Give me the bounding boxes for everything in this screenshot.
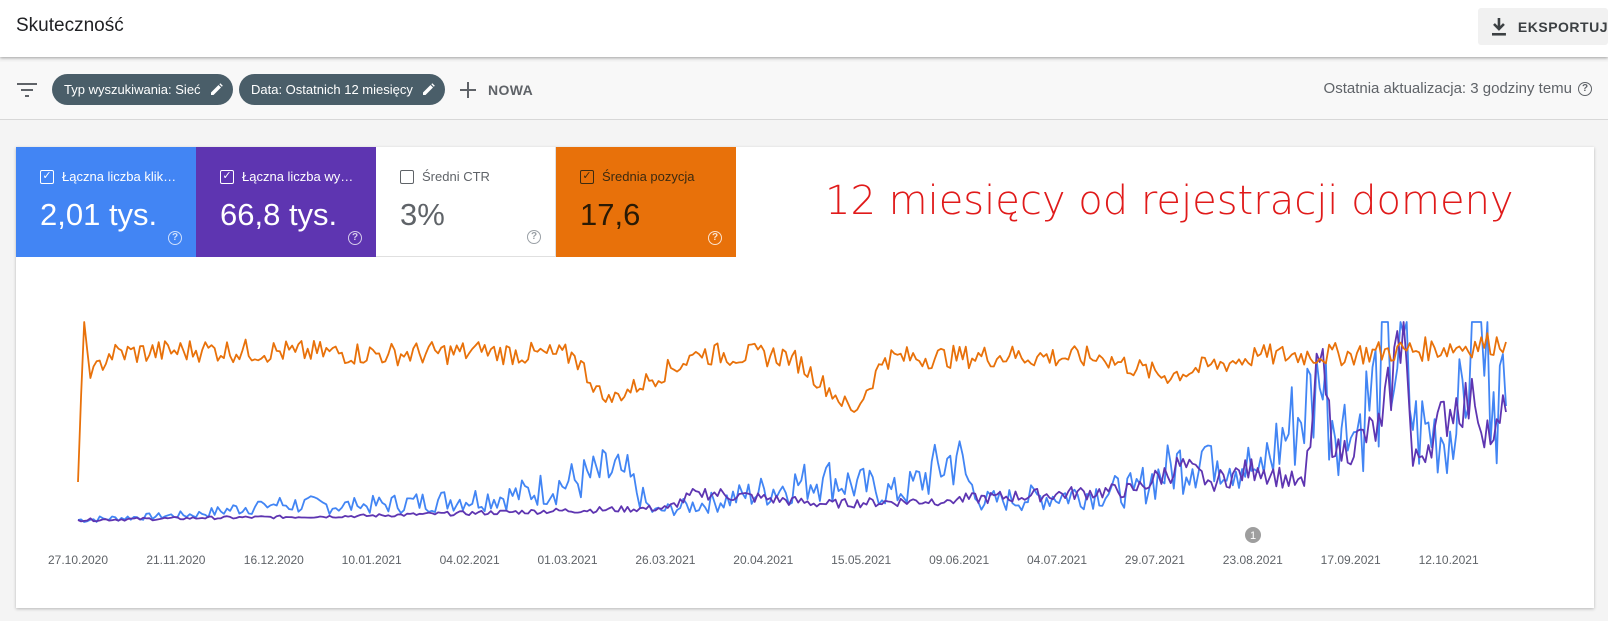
download-icon <box>1491 17 1506 36</box>
x-tick-label: 01.03.2021 <box>537 553 597 567</box>
help-icon[interactable]: ? <box>348 231 362 245</box>
metric-label: Średnia pozycja <box>602 169 695 184</box>
x-tick-label: 09.06.2021 <box>929 553 989 567</box>
filter-chip-date[interactable]: Data: Ostatnich 12 miesięcy <box>239 74 445 105</box>
filter-bar: Typ wyszukiwania: Sieć Data: Ostatnich 1… <box>0 62 1608 120</box>
x-tick-label: 23.08.2021 <box>1223 553 1283 567</box>
metric-label: Średni CTR <box>422 169 490 184</box>
checkbox-checked-icon: ✓ <box>40 169 54 184</box>
help-icon[interactable]: ? <box>708 231 722 245</box>
x-tick-label: 29.07.2021 <box>1125 553 1185 567</box>
x-tick-label: 15.05.2021 <box>831 553 891 567</box>
x-tick-label: 17.09.2021 <box>1321 553 1381 567</box>
performance-chart-card: ✓ Łączna liczba klik… 2,01 tys. ? ✓ Łącz… <box>16 147 1594 608</box>
chip-label: Data: Ostatnich 12 miesięcy <box>251 82 413 97</box>
metric-value: 3% <box>400 197 445 232</box>
performance-line-chart: 27.10.2020 21.11.2020 16.12.2020 10.01.2021… <box>48 321 1507 567</box>
plus-icon <box>460 82 476 98</box>
x-tick-label: 16.12.2020 <box>244 553 304 567</box>
x-tick-label: 27.10.2020 <box>48 553 108 567</box>
checkbox-unchecked-icon <box>400 169 414 184</box>
export-label: EKSPORTUJ <box>1517 18 1608 35</box>
top-app-bar: Skuteczność EKSPORTUJ <box>0 0 1608 57</box>
last-update-status: Ostatnia aktualizacja: 3 godziny temu ? <box>1324 80 1592 97</box>
x-tick-label: 10.01.2021 <box>342 553 402 567</box>
help-icon[interactable]: ? <box>527 230 541 244</box>
checkbox-checked-icon: ✓ <box>220 169 234 184</box>
series-line-2 <box>77 321 1507 483</box>
metric-tile-impressions[interactable]: ✓ Łączna liczba wy… 66,8 tys. ? <box>196 147 376 257</box>
metric-value: 2,01 tys. <box>40 197 158 232</box>
help-icon[interactable]: ? <box>1578 81 1592 96</box>
edit-pencil-icon <box>210 83 223 95</box>
x-tick-label: 04.07.2021 <box>1027 553 1087 567</box>
x-tick-label: 12.10.2021 <box>1419 553 1479 567</box>
new-filter-button[interactable]: NOWA <box>460 77 533 103</box>
checkbox-checked-icon: ✓ <box>580 169 594 184</box>
filter-chip-search-type[interactable]: Typ wyszukiwania: Sieć <box>52 74 233 105</box>
metric-tile-position[interactable]: ✓ Średnia pozycja 17,6 ? <box>556 147 736 257</box>
x-tick-label: 20.04.2021 <box>733 553 793 567</box>
metric-value: 66,8 tys. <box>220 197 338 232</box>
filter-icon[interactable] <box>17 82 37 103</box>
edit-pencil-icon <box>422 83 435 95</box>
series-line-0 <box>77 321 1507 523</box>
page-title: Skuteczność <box>16 15 124 36</box>
series-line-1 <box>77 321 1507 523</box>
export-button[interactable]: EKSPORTUJ <box>1478 8 1608 45</box>
metric-label: Łączna liczba klik… <box>62 169 177 184</box>
svg-text:1: 1 <box>1250 530 1256 542</box>
metric-value: 17,6 <box>580 197 641 232</box>
annotation-marker[interactable]: 1 <box>1245 527 1261 543</box>
last-update-text: Ostatnia aktualizacja: 3 godziny temu <box>1323 80 1572 97</box>
new-filter-label: NOWA <box>488 82 534 98</box>
metric-label: Łączna liczba wy… <box>242 169 354 184</box>
metric-tile-clicks[interactable]: ✓ Łączna liczba klik… 2,01 tys. ? <box>16 147 196 257</box>
chip-label: Typ wyszukiwania: Sieć <box>64 82 201 97</box>
x-tick-label: 04.02.2021 <box>440 553 500 567</box>
metric-tile-ctr[interactable]: Średni CTR 3% ? <box>376 147 556 257</box>
annotation-text: 12 miesięcy od rejestracji domeny <box>825 178 1514 224</box>
help-icon[interactable]: ? <box>168 231 182 245</box>
x-tick-label: 21.11.2020 <box>146 553 205 567</box>
x-tick-label: 26.03.2021 <box>635 553 695 567</box>
